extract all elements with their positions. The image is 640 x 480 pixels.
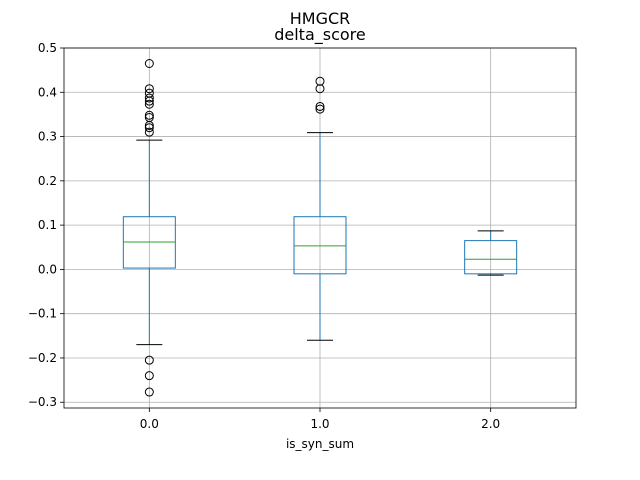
- outlier-point: [144, 58, 154, 68]
- outlier-point: [144, 123, 154, 133]
- y-tick-label: 0.0: [38, 262, 57, 276]
- x-tick-label: 2.0: [481, 417, 500, 431]
- outlier-point: [144, 93, 154, 103]
- y-tick-label: −0.2: [28, 351, 57, 365]
- y-tick-label: 0.3: [38, 130, 57, 144]
- outlier-point: [315, 101, 325, 111]
- outlier-point: [144, 120, 154, 130]
- box-2.0: [464, 230, 518, 276]
- outlier-point: [315, 84, 325, 94]
- iqr-box: [464, 240, 518, 275]
- y-tick-label: 0.1: [38, 218, 57, 232]
- x-tick-label: 0.0: [140, 417, 159, 431]
- outlier-point: [144, 99, 154, 109]
- y-tick-label: −0.3: [28, 395, 57, 409]
- box-0.0: [122, 58, 176, 397]
- outlier-point: [144, 84, 154, 94]
- outlier-point: [144, 371, 154, 381]
- outlier-point: [144, 110, 154, 120]
- y-tick-label: 0.2: [38, 174, 57, 188]
- outlier-point: [315, 104, 325, 114]
- x-tick-label: 1.0: [310, 417, 329, 431]
- outlier-point: [144, 355, 154, 365]
- box-1.0: [293, 76, 347, 341]
- y-tick-label: 0.5: [38, 41, 57, 55]
- outlier-point: [144, 387, 154, 397]
- iqr-box: [293, 216, 347, 275]
- x-axis-label: is_syn_sum: [286, 437, 354, 451]
- chart-title: delta_score: [274, 25, 366, 45]
- boxes: [122, 58, 518, 397]
- chart-suptitle: HMGCR: [290, 9, 351, 28]
- y-tick-label: 0.4: [38, 85, 57, 99]
- plot-frame: [63, 47, 577, 409]
- outlier-point: [144, 96, 154, 106]
- y-tick-label: −0.1: [28, 307, 57, 321]
- axes: −0.3 −0.2 −0.1 0.0 0.1 0.2 0.3 0.4 0.5 0.0 1.0 2.0: [28, 41, 577, 431]
- outlier-point: [144, 127, 154, 137]
